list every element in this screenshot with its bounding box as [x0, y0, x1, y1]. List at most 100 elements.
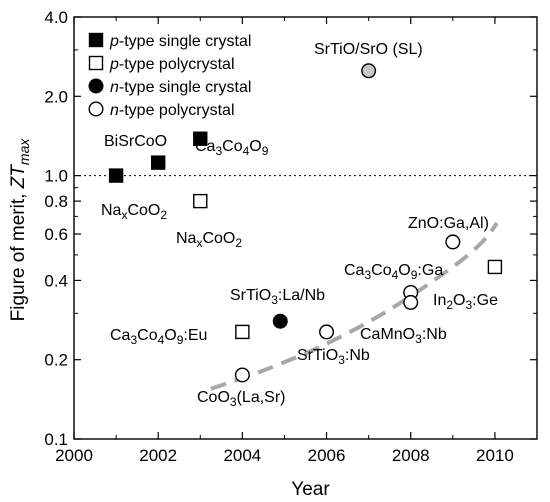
legend-label: n-type polycrystal	[110, 102, 235, 119]
data-point-square	[108, 168, 124, 183]
axis-titles-layer: Year Figure of merit, ZTmax	[8, 138, 330, 500]
y-axis-title-text: Figure of merit,	[8, 188, 29, 321]
tick-layer: 2000 2002 2004 2006 2008 2010 0.1 0.2 0.4 0.6 0.8 1…	[44, 8, 538, 465]
subscript: 3	[271, 293, 278, 307]
text-run: Ca	[195, 138, 216, 155]
text-run: (La,Sr)	[237, 389, 286, 406]
subscript: 2	[235, 236, 242, 250]
x-tick-label: 2002	[139, 446, 177, 465]
data-point-circle	[319, 324, 335, 340]
subscript: 3	[364, 268, 371, 282]
x-tick-label: 2004	[223, 446, 261, 465]
y-axis-title: Figure of merit, ZTmax	[8, 138, 32, 322]
data-point-circle	[272, 313, 288, 329]
text-run: O	[164, 327, 176, 344]
text-run: CoO	[202, 230, 235, 247]
legend-entry-n-poly: n-type polycrystal	[88, 101, 235, 119]
text-run: BiSrCoO	[104, 133, 167, 150]
legend-label-prefix: p	[109, 33, 119, 50]
data-point-label: BiSrCoO	[104, 133, 167, 150]
legend-label-suffix: -type polycrystal	[119, 102, 235, 119]
y-tick-label: 2.0	[44, 87, 68, 106]
x-tick-label: 2008	[392, 446, 430, 465]
x-tick-label: 2010	[476, 446, 514, 465]
data-point-label: SrTiO3:Nb	[297, 347, 370, 367]
text-run: :Eu	[183, 327, 207, 344]
legend-entry-p-single: p-type single crystal	[88, 32, 251, 50]
y-tick-label: 1.0	[44, 167, 68, 186]
subscript: 2	[446, 298, 453, 312]
text-run: O	[453, 292, 465, 309]
data-point-square	[193, 131, 208, 146]
y-tick-label: 0.8	[44, 192, 68, 211]
subscript: 3	[415, 332, 422, 346]
data-point-circle	[361, 63, 377, 79]
data-point-label: CoO3(La,Sr)	[197, 389, 286, 409]
legend-marker-circle	[88, 101, 104, 117]
text-run: Ca	[110, 327, 131, 344]
plot-frame-layer	[73, 16, 538, 440]
y-axis-title-symbol: ZT	[8, 164, 29, 190]
text-run: CaMnO	[360, 326, 415, 343]
data-point-label: Ca3Co4O9	[195, 138, 269, 158]
text-run: :Ge	[472, 292, 498, 309]
legend-label-suffix: -type single crystal	[119, 79, 252, 96]
text-run: SrTiO	[297, 347, 338, 364]
y-tick-label: 0.1	[44, 430, 68, 449]
data-point-square	[487, 259, 503, 275]
legend-entry-p-poly: p-type polycrystal	[88, 55, 235, 73]
data-point-label: NaxCoO2	[101, 202, 167, 222]
legend-label-prefix: p	[109, 56, 119, 73]
data-point-label: Ca3Co4O9:Ga	[344, 262, 443, 282]
text-run: SrTiO	[230, 287, 271, 304]
y-axis-title-subscript: max	[16, 138, 32, 165]
legend-label-suffix: -type polycrystal	[119, 56, 235, 73]
data-point-label: NaxCoO2	[176, 230, 242, 250]
legend-label: p-type polycrystal	[109, 56, 235, 73]
data-point-label: Ca3Co4O9:Eu	[110, 327, 207, 347]
data-point-label: SrTiO3:La/Nb	[230, 287, 325, 307]
x-tick-label: 2000	[55, 446, 93, 465]
subscript: 3	[215, 144, 222, 158]
x-axis-title: Year	[291, 479, 330, 500]
x-tick-label: 2006	[308, 446, 346, 465]
text-run: Na	[176, 230, 197, 247]
y-tick-label: 4.0	[44, 8, 68, 27]
subscript: 3	[338, 353, 345, 367]
data-point-circle	[403, 294, 419, 310]
text-run: Co	[137, 327, 158, 344]
text-run: CoO	[127, 202, 160, 219]
text-run: ZnO:Ga,Al)	[408, 215, 489, 232]
plot-frame	[73, 16, 538, 440]
data-point-label: ZnO:Ga,Al)	[408, 215, 489, 232]
subscript: 9	[411, 268, 418, 282]
data-point-circle	[445, 234, 461, 250]
data-point-circle	[234, 367, 250, 383]
legend-label-prefix: n	[110, 102, 119, 119]
subscript: 4	[243, 144, 250, 158]
text-run: O	[398, 262, 410, 279]
subscript: x	[121, 208, 127, 222]
legend-marker-square	[88, 55, 104, 71]
legend-marker-square	[88, 32, 104, 48]
data-point-label: SrTiO/SrO (SL)	[314, 41, 423, 58]
text-run: O	[249, 138, 261, 155]
legend-entry-n-single: n-type single crystal	[88, 78, 252, 96]
subscript: 9	[177, 333, 184, 347]
data-points-layer	[108, 63, 503, 383]
legend-label: p-type single crystal	[109, 33, 251, 50]
data-point-square	[150, 155, 166, 170]
subscript: 2	[160, 208, 167, 222]
data-point-square	[193, 193, 208, 209]
text-run: In	[433, 292, 446, 309]
subscript: 3	[465, 298, 472, 312]
text-run: Co	[371, 262, 392, 279]
text-run: Ca	[344, 262, 365, 279]
legend-label-prefix: n	[110, 79, 119, 96]
y-tick-label: 0.6	[44, 225, 68, 244]
text-run: :Nb	[345, 347, 370, 364]
data-point-label: In2O3:Ge	[433, 292, 498, 312]
